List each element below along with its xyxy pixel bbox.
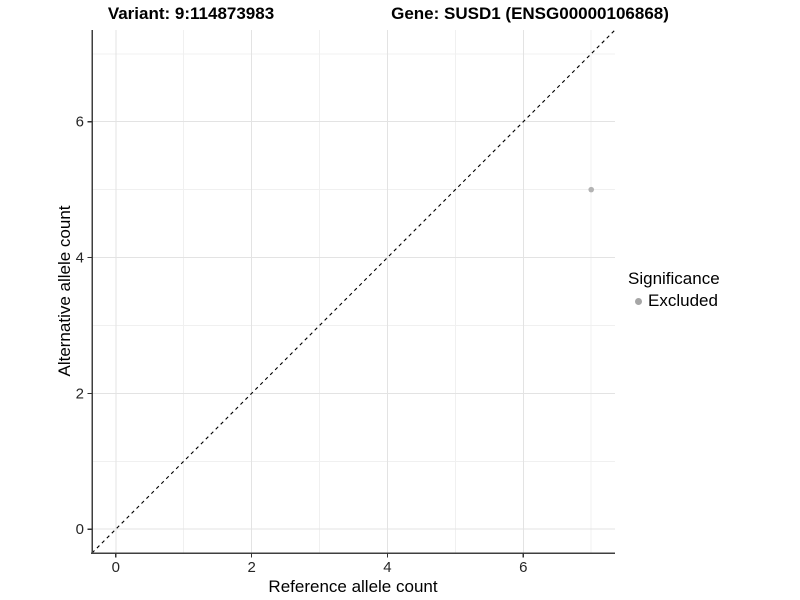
- legend-item-label: Excluded: [648, 291, 718, 310]
- y-axis-title: Alternative allele count: [55, 205, 74, 377]
- plot-title-gene: Gene: SUSD1 (ENSG00000106868): [391, 4, 669, 23]
- y-tick-label: 0: [76, 521, 84, 538]
- legend-title: Significance: [628, 269, 720, 288]
- y-tick-label: 2: [76, 385, 84, 402]
- x-axis-title: Reference allele count: [268, 577, 438, 596]
- legend: Significance Excluded: [628, 268, 720, 311]
- x-tick-label: 4: [383, 559, 391, 576]
- data-point: [588, 186, 595, 193]
- legend-item-excluded: Excluded: [628, 291, 720, 311]
- x-tick-label: 6: [519, 559, 527, 576]
- x-tick-label: 2: [247, 559, 255, 576]
- x-tick-label: 0: [112, 559, 120, 576]
- y-tick-label: 6: [76, 114, 84, 131]
- y-tick-label: 4: [76, 250, 84, 267]
- identity-line: [91, 29, 616, 554]
- plot-title-variant: Variant: 9:114873983: [107, 4, 275, 23]
- legend-circle-icon: [635, 297, 642, 305]
